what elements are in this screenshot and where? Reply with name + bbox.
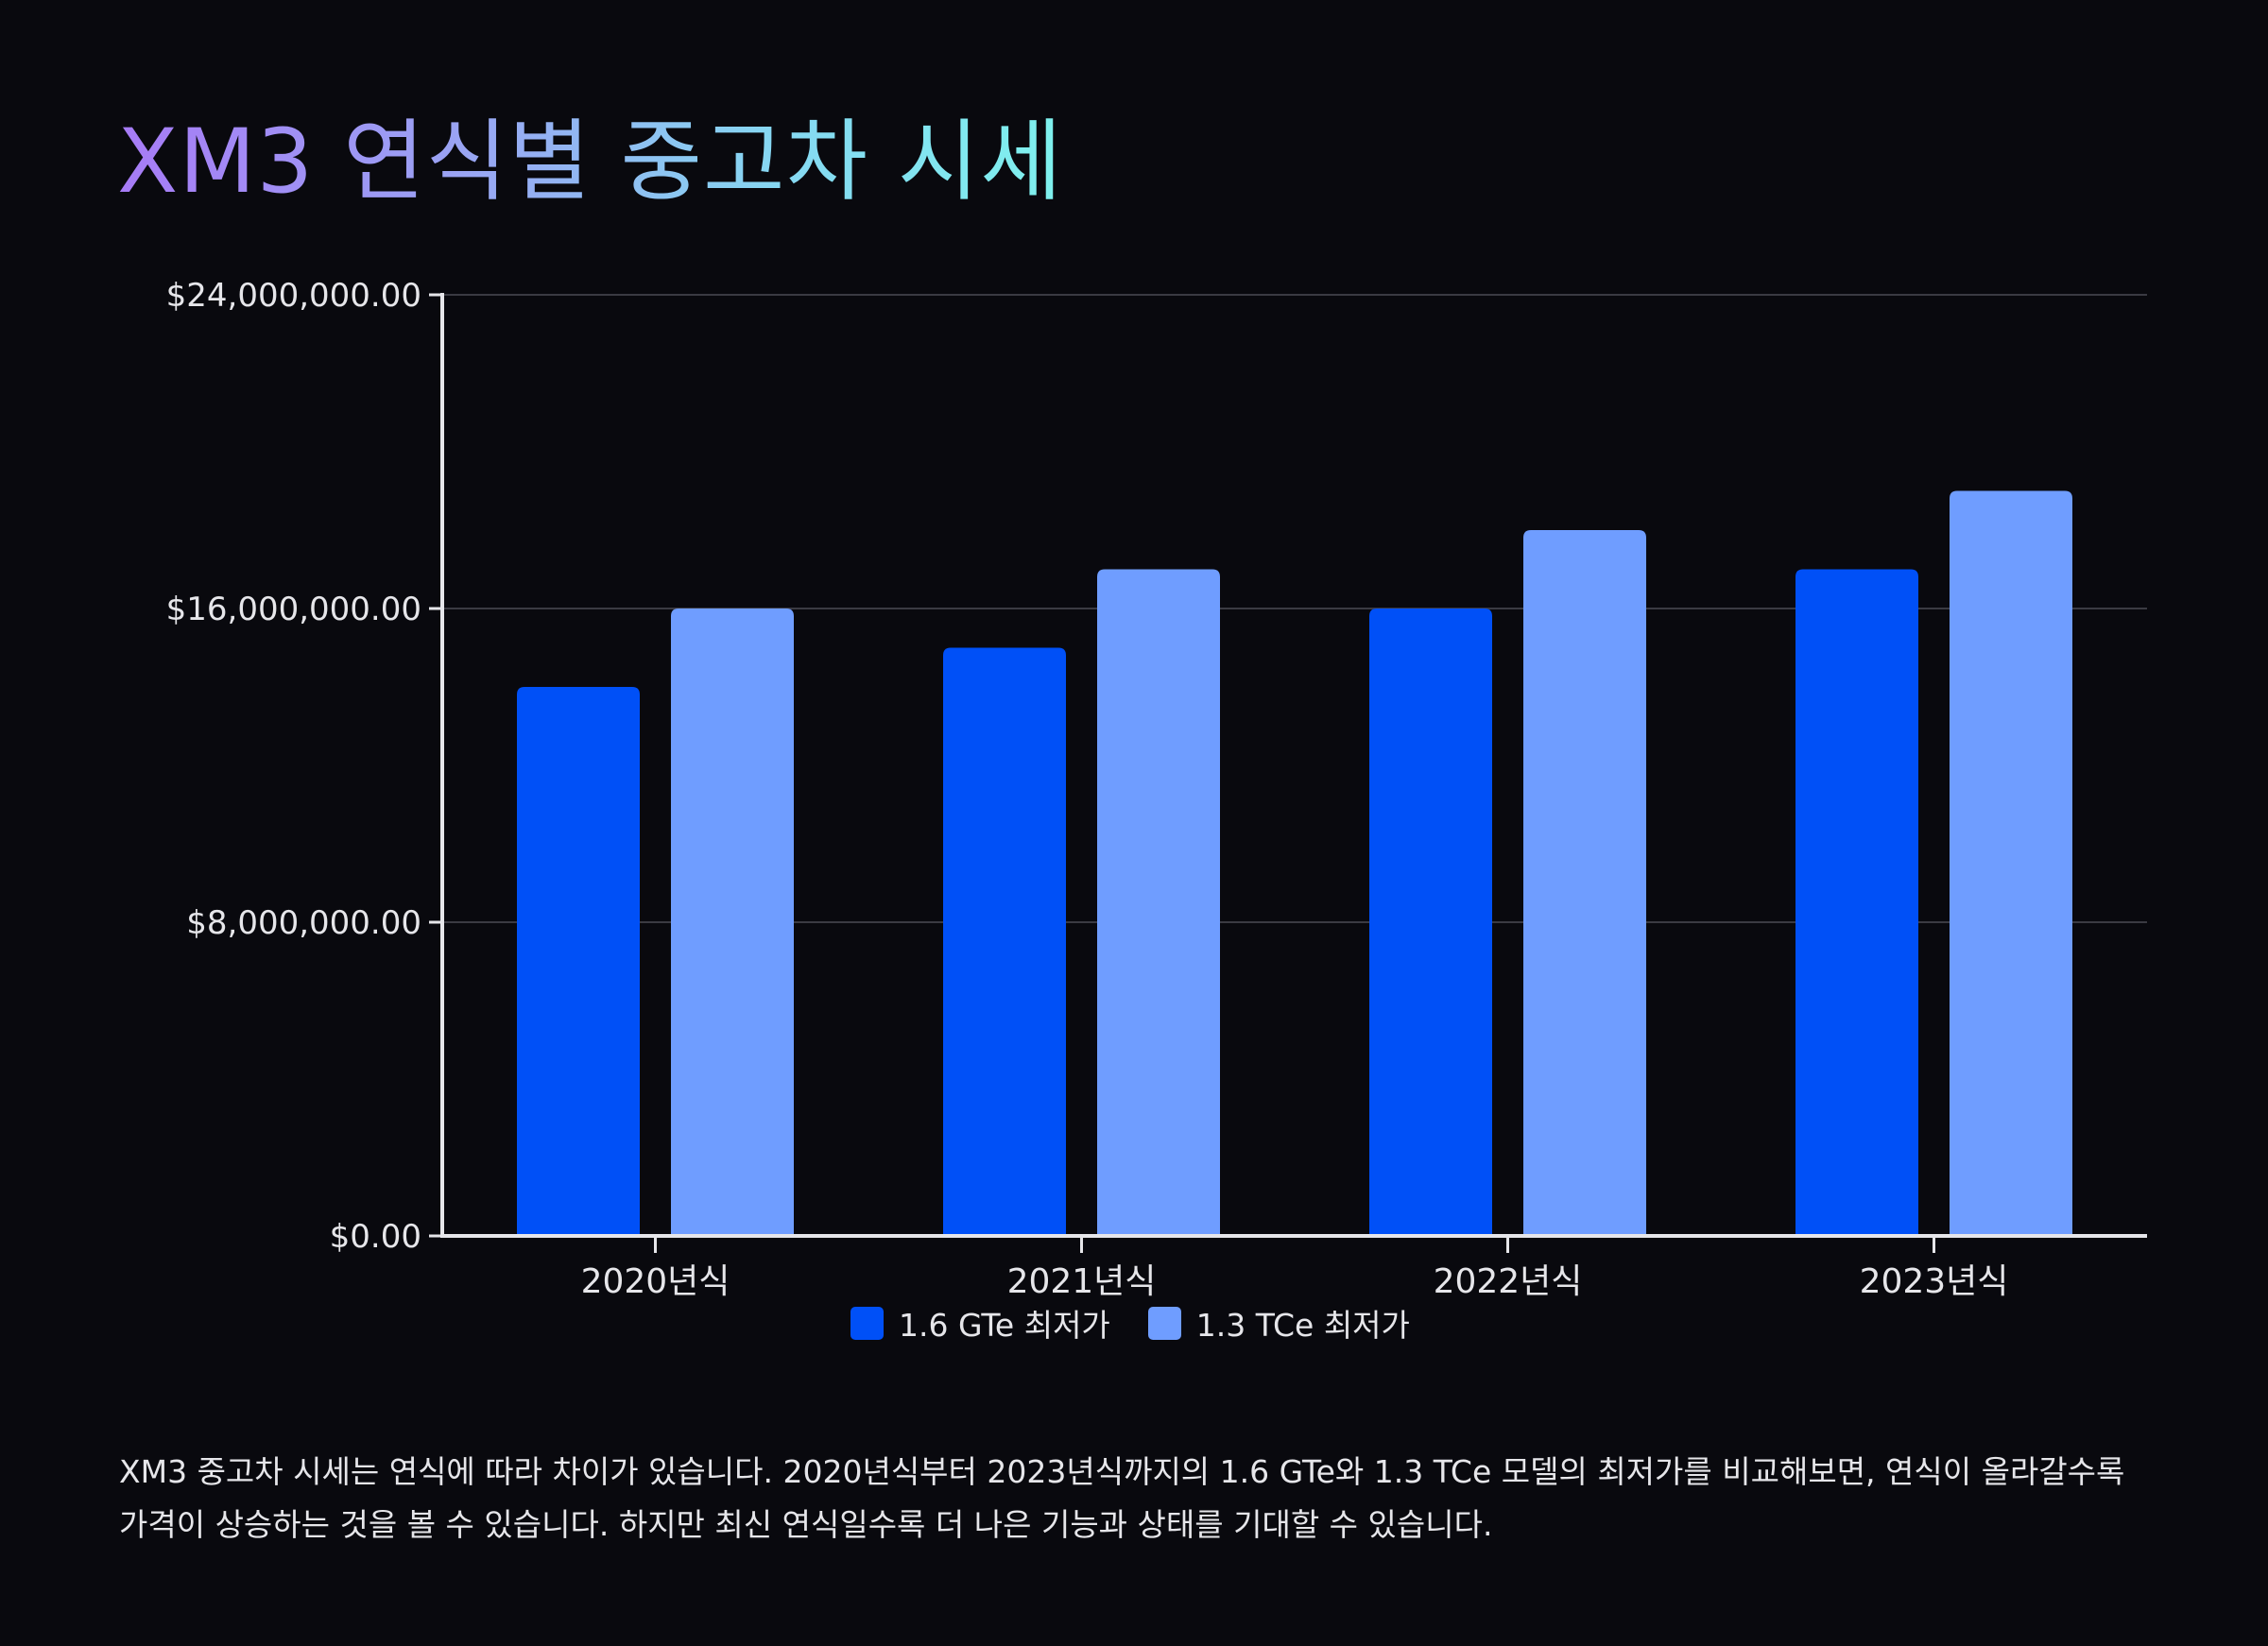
legend: 1.6 GTe 최저가 1.3 TCe 최저가 <box>850 1300 1410 1346</box>
bars <box>517 490 2072 1237</box>
bar-tce-2[interactable] <box>1523 530 1646 1236</box>
legend-item-tce[interactable]: 1.3 TCe 최저가 <box>1147 1300 1410 1346</box>
bar-gte-1[interactable] <box>943 647 1066 1237</box>
bar-gte-3[interactable] <box>1796 569 1918 1237</box>
y-tick-label: $0.00 <box>330 1218 421 1256</box>
y-tick-label: $24,000,000.00 <box>166 277 421 315</box>
legend-swatch-gte <box>850 1306 884 1340</box>
axes <box>429 293 2147 1253</box>
legend-item-gte[interactable]: 1.6 GTe 최저가 <box>850 1300 1110 1346</box>
bar-tce-0[interactable] <box>671 609 794 1236</box>
bar-tce-1[interactable] <box>1097 569 1220 1237</box>
x-tick-label: 2022년식 <box>1434 1262 1583 1301</box>
x-tick-label: 2021년식 <box>1007 1262 1157 1301</box>
x-tick-label: 2023년식 <box>1860 1262 2009 1301</box>
y-tick-label: $8,000,000.00 <box>186 904 421 942</box>
bar-gte-2[interactable] <box>1369 609 1492 1236</box>
x-tick-label: 2020년식 <box>581 1262 730 1301</box>
description-text: XM3 중고차 시세는 연식에 따라 차이가 있습니다. 2020년식부터 20… <box>119 1453 2125 1543</box>
legend-label-gte: 1.6 GTe 최저가 <box>899 1307 1110 1344</box>
axis-labels: $0.00 $8,000,000.00 $16,000,000.00 $24,000,… <box>166 277 2009 1301</box>
bar-tce-3[interactable] <box>1950 490 2072 1237</box>
y-tick-label: $16,000,000.00 <box>166 591 421 628</box>
bar-gte-0[interactable] <box>517 687 640 1236</box>
legend-label-tce: 1.3 TCe 최저가 <box>1195 1307 1410 1344</box>
chart-title: XM3 연식별 중고차 시세 <box>117 90 1063 218</box>
legend-swatch-tce <box>1147 1306 1181 1340</box>
